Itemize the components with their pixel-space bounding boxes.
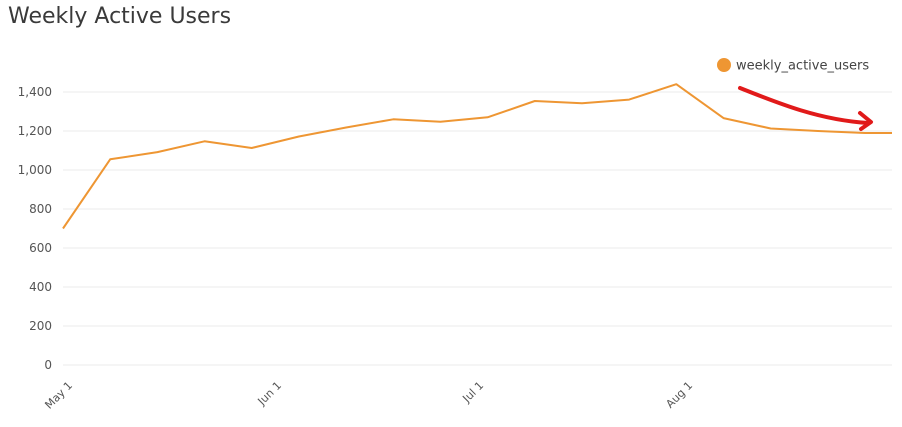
x-axis-ticks: May 1 Jun 1 Jul 1 Aug 1 <box>42 379 695 412</box>
annotation-arrow <box>738 86 873 131</box>
y-tick-label: 400 <box>29 280 52 294</box>
x-tick-label: Aug 1 <box>663 379 695 411</box>
chart-title: Weekly Active Users <box>8 4 232 29</box>
series-line <box>62 83 892 230</box>
annotation-arrow-shaft <box>738 86 870 125</box>
y-tick-label: 0 <box>44 358 52 372</box>
x-tick-label: Jun 1 <box>255 379 284 408</box>
x-tick-label: Jul 1 <box>460 379 487 406</box>
y-tick-label: 600 <box>29 241 52 255</box>
y-axis-ticks: 0 200 400 600 800 1,000 1,200 1,400 <box>18 85 52 372</box>
legend[interactable]: weekly_active_users <box>717 58 869 74</box>
series-group <box>62 83 892 230</box>
annotation-arrow-head <box>858 111 873 131</box>
y-tick-label: 200 <box>29 319 52 333</box>
grid-lines <box>63 91 892 366</box>
y-tick-label: 1,400 <box>18 85 52 99</box>
y-tick-label: 800 <box>29 202 52 216</box>
legend-marker <box>717 58 731 72</box>
y-tick-label: 1,200 <box>18 124 52 138</box>
y-tick-label: 1,000 <box>18 163 52 177</box>
legend-label: weekly_active_users <box>736 59 869 74</box>
x-tick-label: May 1 <box>42 379 75 412</box>
